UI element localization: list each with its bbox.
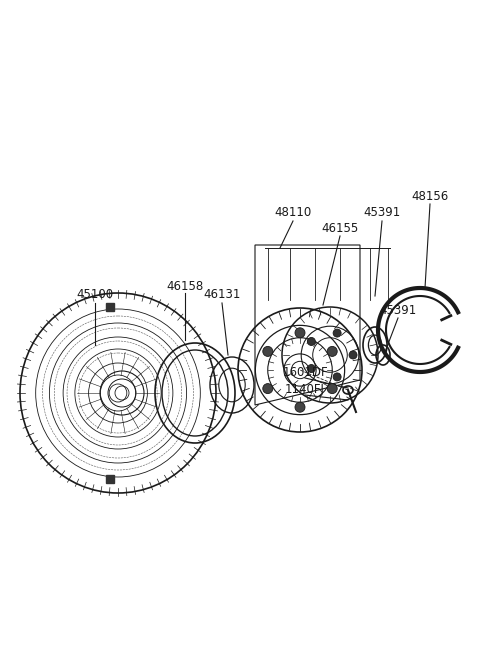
Ellipse shape [349, 351, 357, 359]
Ellipse shape [333, 329, 341, 337]
Ellipse shape [263, 384, 273, 394]
Ellipse shape [327, 346, 337, 356]
Text: 45391: 45391 [379, 304, 417, 317]
Text: 46155: 46155 [322, 221, 359, 235]
Text: 45391: 45391 [363, 206, 401, 219]
Ellipse shape [307, 338, 315, 346]
Text: 1140FJ: 1140FJ [285, 382, 325, 396]
Ellipse shape [263, 346, 273, 356]
Ellipse shape [295, 328, 305, 338]
Bar [106, 303, 114, 311]
Ellipse shape [307, 365, 315, 373]
Text: 45100: 45100 [76, 288, 114, 302]
Ellipse shape [327, 384, 337, 394]
Text: 48156: 48156 [411, 189, 449, 202]
Ellipse shape [333, 373, 341, 381]
Text: 46158: 46158 [167, 279, 204, 292]
Bar [106, 475, 114, 483]
Text: 1601DF: 1601DF [282, 365, 328, 378]
Text: 46131: 46131 [204, 288, 240, 302]
Ellipse shape [295, 402, 305, 412]
Text: 48110: 48110 [275, 206, 312, 219]
